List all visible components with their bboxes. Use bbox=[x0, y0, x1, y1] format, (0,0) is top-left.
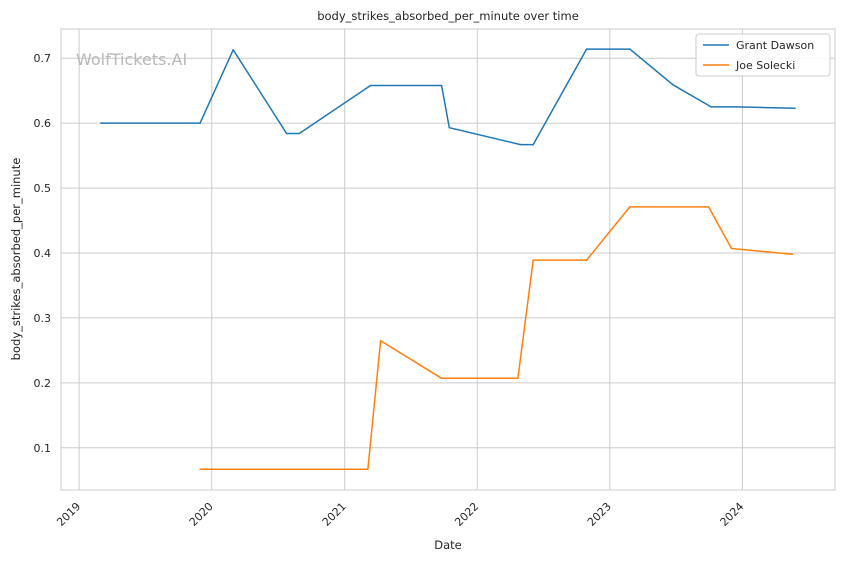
data-point-grant-dawson bbox=[199, 122, 201, 124]
data-point-grant-dawson bbox=[585, 48, 588, 50]
y-axis-ticks: 0.1 0.2 0.3 0.4 0.5 0.6 0.7 bbox=[34, 52, 52, 455]
y-tick-label: 0.6 bbox=[34, 117, 52, 130]
data-point-joe-solecki bbox=[517, 377, 519, 380]
series-layer bbox=[100, 48, 796, 471]
legend-label-grant-dawson: Grant Dawson bbox=[736, 39, 814, 52]
data-point-grant-dawson bbox=[532, 143, 534, 146]
data-point-grant-dawson bbox=[629, 48, 631, 50]
x-axis-label: Date bbox=[434, 538, 462, 552]
data-point-grant-dawson bbox=[100, 122, 102, 124]
data-point-grant-dawson bbox=[232, 49, 234, 51]
data-point-grant-dawson bbox=[794, 107, 796, 109]
data-point-joe-solecki bbox=[532, 259, 534, 261]
legend: Grant Dawson Joe Solecki bbox=[695, 33, 831, 77]
legend-box bbox=[695, 33, 831, 77]
y-tick-label: 0.7 bbox=[34, 52, 52, 65]
data-point-grant-dawson bbox=[710, 106, 712, 108]
data-point-grant-dawson bbox=[735, 106, 738, 108]
watermark-text: WolfTickets.AI bbox=[76, 50, 187, 69]
legend-label-joe-solecki: Joe Solecki bbox=[735, 59, 795, 72]
y-tick-label: 0.4 bbox=[34, 247, 52, 260]
data-point-joe-solecki bbox=[585, 259, 588, 261]
data-point-joe-solecki bbox=[629, 206, 631, 208]
data-point-grant-dawson bbox=[672, 84, 674, 86]
data-point-joe-solecki bbox=[730, 247, 733, 250]
data-point-grant-dawson bbox=[440, 84, 443, 87]
data-point-grant-dawson bbox=[285, 132, 288, 135]
data-point-joe-solecki bbox=[707, 206, 710, 208]
data-point-joe-solecki bbox=[199, 468, 201, 471]
data-point-joe-solecki bbox=[379, 339, 382, 342]
y-tick-label: 0.1 bbox=[34, 442, 52, 455]
data-point-grant-dawson bbox=[369, 84, 372, 87]
plot-frame bbox=[60, 28, 836, 491]
chart-title: body_strikes_absorbed_per_minute over ti… bbox=[317, 9, 579, 23]
data-point-grant-dawson bbox=[448, 126, 451, 129]
y-tick-label: 0.3 bbox=[34, 312, 52, 325]
y-axis-label: body_strikes_absorbed_per_minute bbox=[9, 158, 23, 361]
data-point-grant-dawson bbox=[298, 132, 301, 135]
series-line-grant-dawson bbox=[101, 48, 796, 146]
data-point-joe-solecki bbox=[367, 468, 369, 471]
data-point-joe-solecki bbox=[791, 253, 794, 256]
data-point-joe-solecki bbox=[440, 377, 443, 380]
y-tick-label: 0.2 bbox=[34, 377, 52, 390]
data-point-grant-dawson bbox=[519, 143, 522, 146]
y-tick-label: 0.5 bbox=[34, 182, 52, 195]
